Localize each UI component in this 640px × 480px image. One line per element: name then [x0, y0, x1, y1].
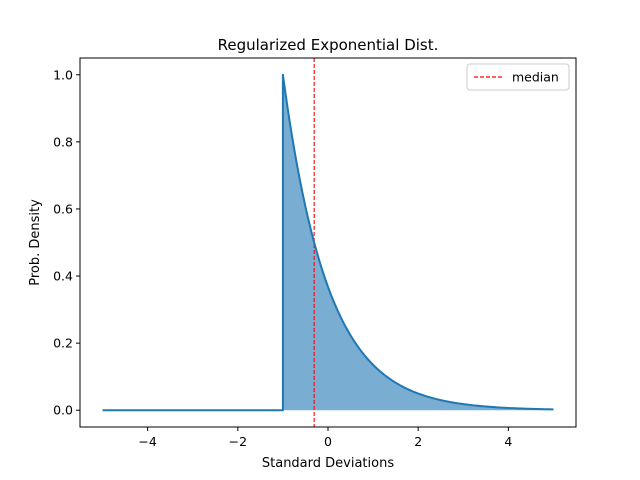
y-tick-label: 0.4	[53, 269, 73, 284]
legend-median-label: median	[512, 70, 559, 85]
legend-box	[466, 63, 570, 91]
y-tick-label: 0.0	[53, 403, 73, 418]
x-tick-label: −4	[138, 434, 156, 449]
y-tick-label: 0.2	[53, 336, 73, 351]
density-line	[102, 73, 554, 412]
chart-title: Regularized Exponential Dist.	[218, 36, 439, 54]
y-tick-label: 0.8	[53, 134, 73, 149]
legend: median	[466, 63, 570, 91]
y-tick-label: 0.6	[53, 201, 73, 216]
axis-ticks: −4 −2 0 2 4 0.0 0.2 0.4 0.6 0.8 1.0	[53, 67, 512, 449]
x-tick-label: 0	[324, 434, 332, 449]
density-fill	[282, 74, 554, 411]
y-axis-label: Prob. Density	[28, 199, 43, 286]
x-tick-label: 4	[504, 434, 512, 449]
x-tick-label: 2	[414, 434, 422, 449]
x-axis-label: Standard Deviations	[262, 456, 394, 471]
x-tick-label: −2	[229, 434, 247, 449]
y-tick-label: 1.0	[53, 67, 73, 82]
plot-area	[102, 58, 554, 427]
